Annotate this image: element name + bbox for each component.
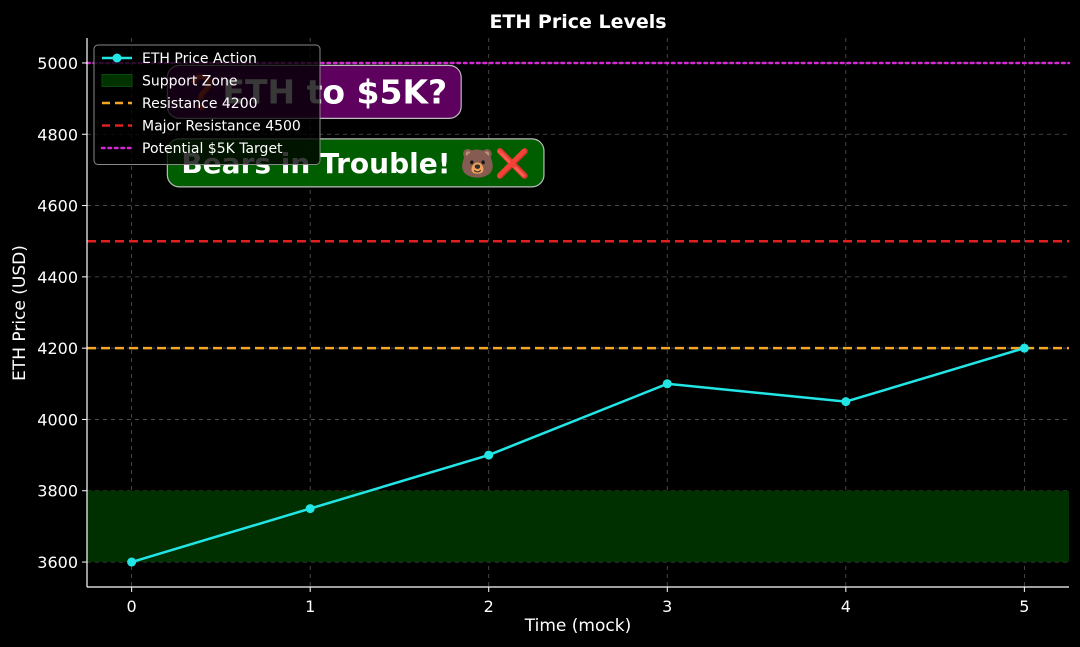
data-point-2 — [484, 450, 494, 460]
chart-title: ETH Price Levels — [489, 11, 666, 33]
legend-label-4: Potential $5K Target — [142, 141, 283, 157]
plot-area: 01234536003800400042004400460048005000❓E… — [37, 38, 1071, 616]
data-point-4 — [841, 397, 851, 407]
legend: ETH Price Action Support Zone Resistance 4… — [93, 44, 321, 165]
data-point-1 — [305, 504, 315, 514]
y-tick-label-6: 4800 — [37, 125, 78, 144]
y-tick-label-3: 4200 — [37, 339, 78, 358]
legend-label-3: Major Resistance 4500 — [142, 119, 301, 135]
y-axis-title: ETH Price (USD) — [10, 245, 30, 381]
x-tick-label-2: 2 — [484, 597, 494, 616]
legend-label-0: ETH Price Action — [142, 51, 257, 67]
data-point-0 — [127, 557, 137, 567]
x-axis-title: Time (mock) — [524, 616, 631, 636]
series-line-0 — [131, 346, 1025, 564]
support-zone-band — [87, 490, 1069, 563]
legend-label-1: Support Zone — [142, 74, 237, 90]
x-tick-label-4: 4 — [841, 597, 851, 616]
y-tick-label-2: 4000 — [37, 410, 78, 429]
y-tick-label-7: 5000 — [37, 54, 78, 73]
data-point-3 — [662, 379, 672, 389]
data-point-5 — [1019, 343, 1029, 353]
legend-marker-0 — [112, 53, 122, 63]
legend-swatch-1 — [101, 74, 133, 87]
legend-box — [93, 44, 321, 165]
x-tick-label-3: 3 — [662, 597, 672, 616]
x-tick-label-5: 5 — [1019, 597, 1029, 616]
y-tick-label-5: 4600 — [37, 197, 78, 216]
x-tick-label-0: 0 — [127, 597, 137, 616]
legend-label-2: Resistance 4200 — [142, 96, 258, 112]
y-tick-label-1: 3800 — [37, 482, 78, 501]
y-tick-label-0: 3600 — [37, 553, 78, 572]
x-tick-label-1: 1 — [305, 597, 315, 616]
y-tick-label-4: 4400 — [37, 268, 78, 287]
